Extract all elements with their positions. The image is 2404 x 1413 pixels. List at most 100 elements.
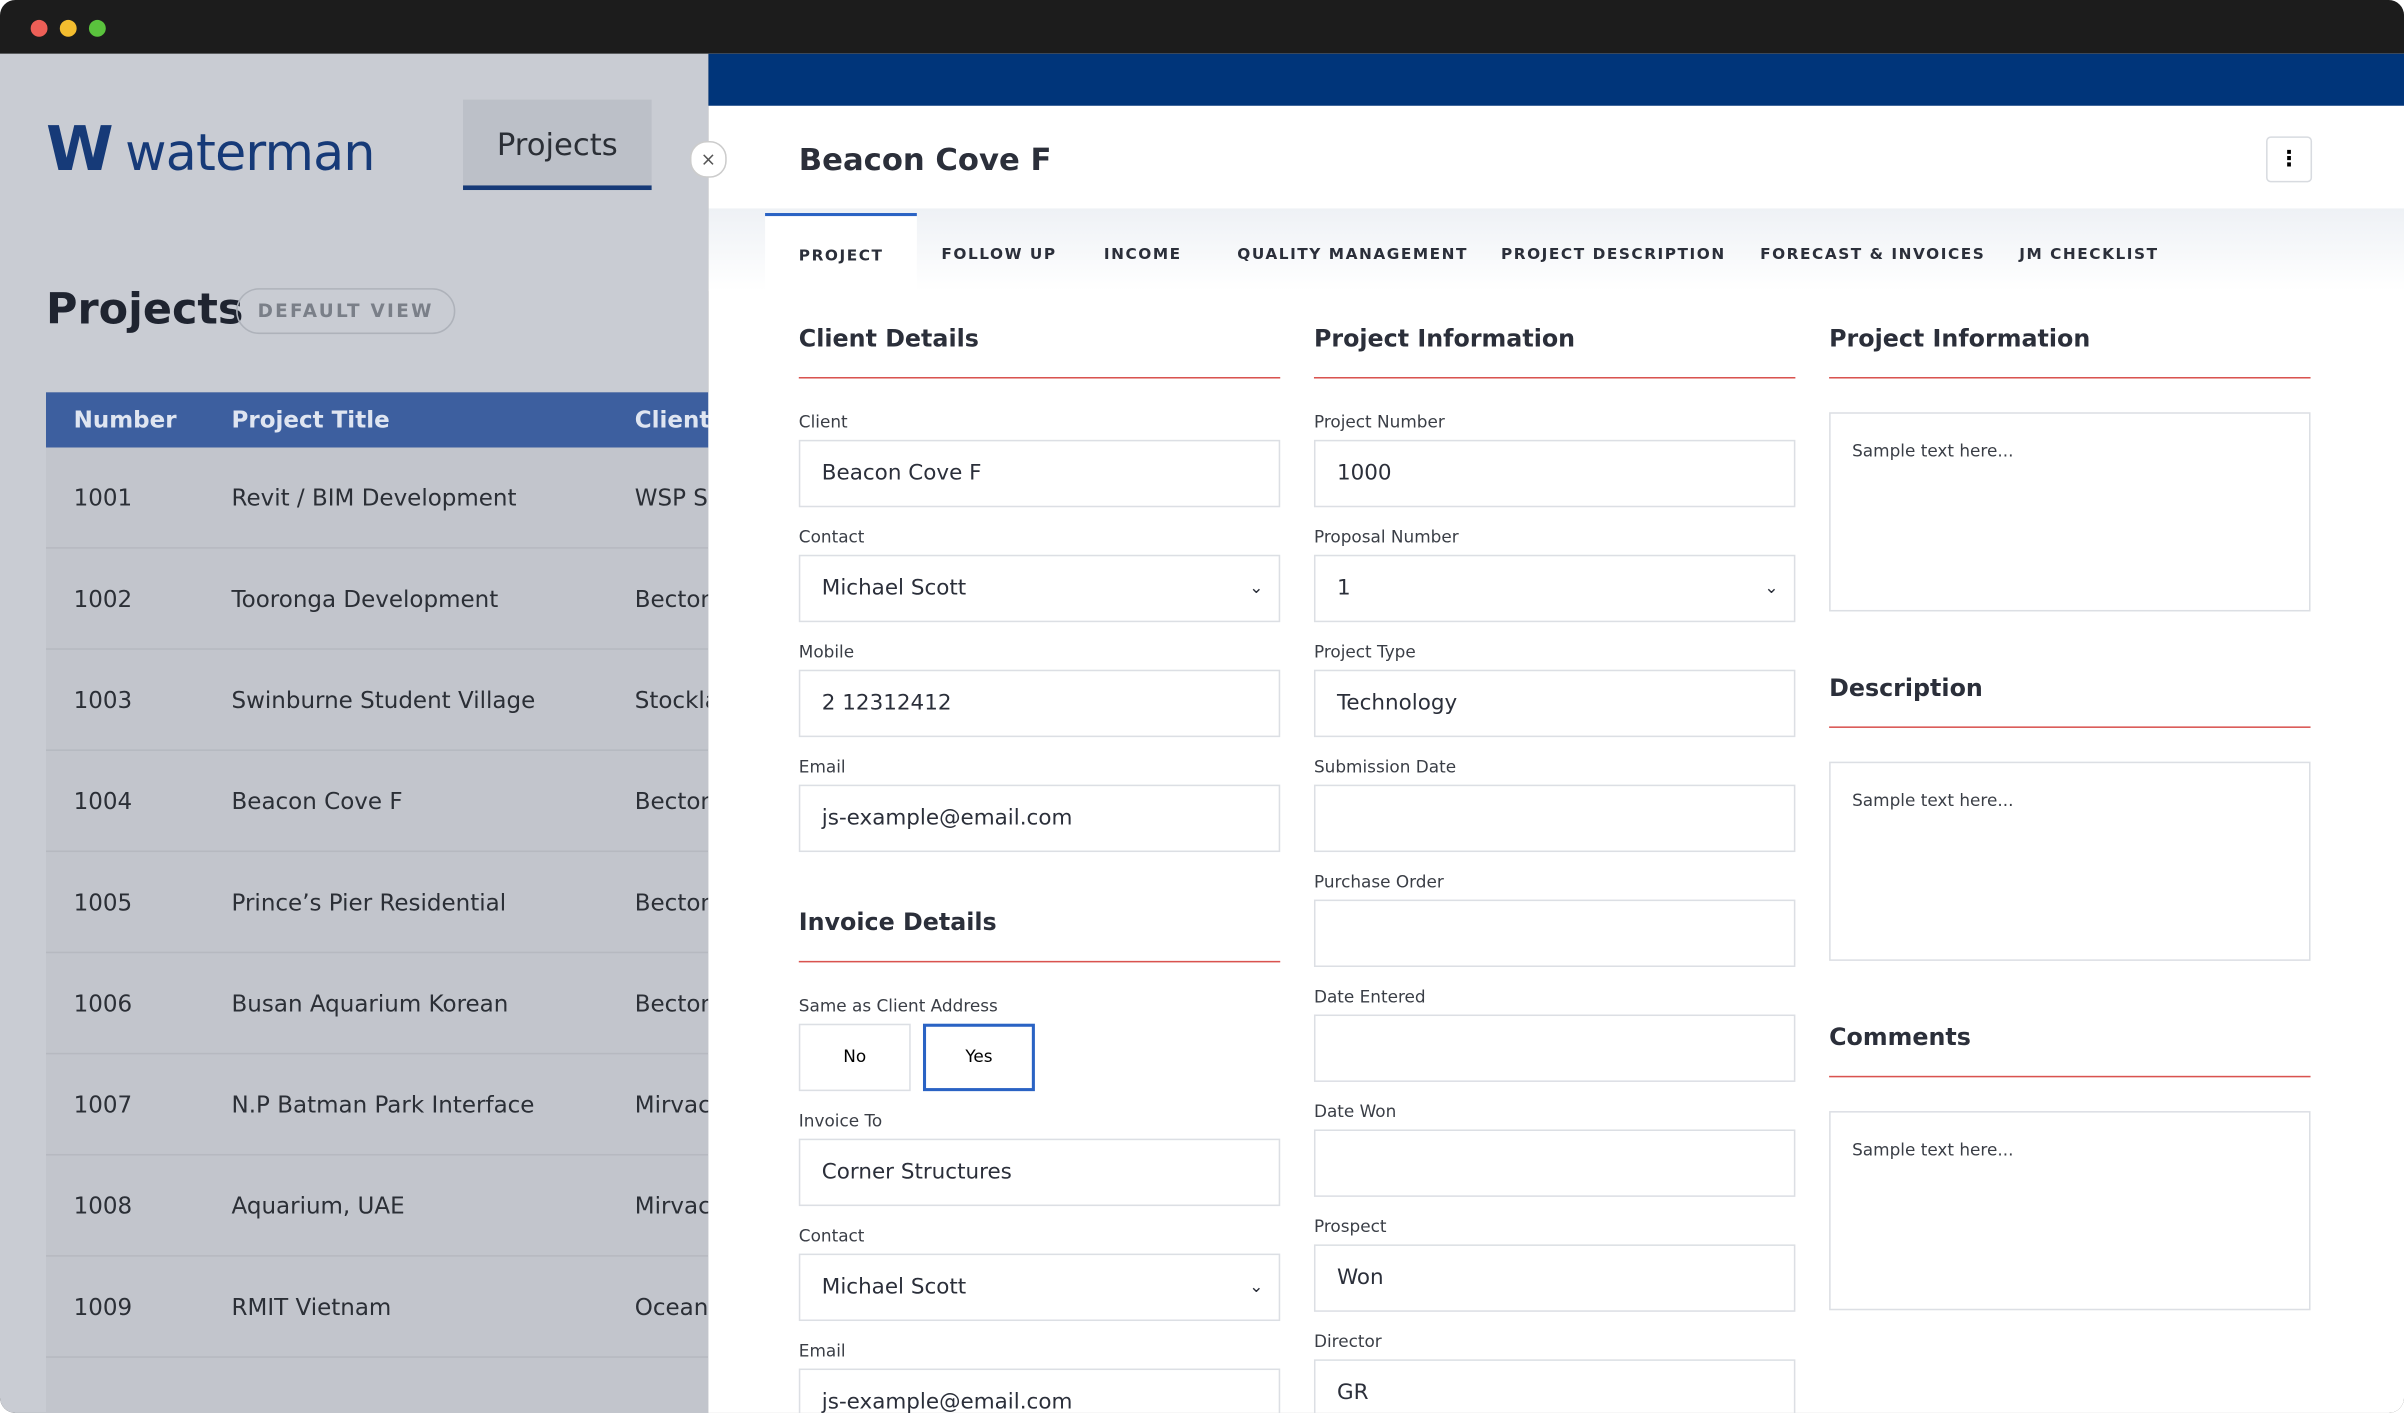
input[interactable]: 1000 (1313, 439, 1796, 508)
table-row[interactable]: 1006 Busan Aquarium Korean Becton (45, 953, 709, 1055)
table-header (45, 392, 709, 448)
table-row[interactable]: 1007 N.P Batman Park Interface Mirvac (45, 1054, 709, 1156)
field-value: 1000 (1336, 461, 1392, 486)
view-badge[interactable]: DEFAULT VIEW (236, 288, 456, 335)
field-label: Proposal Number (1313, 527, 1459, 548)
chevron: ⌄ (1764, 577, 1779, 598)
input[interactable]: js-example@email.com (798, 784, 1281, 853)
table-row[interactable]: 1004 Beacon Cove F Becton (45, 751, 709, 853)
select[interactable]: Michael Scott ⌄ (798, 554, 1281, 623)
tab[interactable]: INCOME (1103, 246, 1182, 264)
cell: Aquarium, UAE (231, 1192, 405, 1220)
field-label: Contact (798, 527, 865, 548)
column-header[interactable]: Project Title (231, 406, 390, 434)
cell: 1006 (73, 989, 133, 1018)
field-label: Client (798, 412, 848, 433)
tab[interactable]: JM CHECKLIST (2019, 246, 2159, 264)
cell: Stockla (634, 686, 709, 715)
cell: N.P Batman Park Interface (231, 1091, 535, 1119)
tab[interactable]: FOLLOW UP (941, 246, 1057, 264)
table-row[interactable]: 1001 Revit / BIM Development WSP S (45, 447, 709, 549)
section-title: Comments (1829, 1001, 2311, 1078)
toggle: No Yes (798, 1023, 1280, 1092)
field-value: Corner Structures (821, 1160, 1012, 1185)
toggle-option[interactable]: Yes (922, 1023, 1035, 1092)
cell: Becton (634, 989, 709, 1018)
tab[interactable]: FORECAST & INVOICES (1760, 246, 1986, 264)
table-row[interactable]: 1002 Tooronga Development Becton (45, 549, 709, 650)
input[interactable]: GR (1313, 1359, 1796, 1413)
menu-button[interactable]: ⋮ (2266, 136, 2313, 183)
cell: Becton (634, 888, 709, 917)
logo-text: waterman (125, 122, 375, 183)
cell: Mirvac (634, 1192, 709, 1220)
field-label: Prospect (1313, 1216, 1387, 1237)
cell: WSP S (634, 484, 708, 512)
field-value: Won (1336, 1265, 1384, 1291)
section-title: Client Details (798, 302, 1281, 379)
tabs: PROJECT FOLLOW UP INCOME QUALITY MANAGEMENT… (708, 208, 2404, 293)
cell: RMIT Vietnam (231, 1293, 392, 1322)
close-button[interactable]: × (689, 140, 727, 178)
cell: Busan Aquarium Korean (231, 989, 509, 1018)
cell: 1005 (73, 888, 133, 917)
section-title: Project Information (1313, 302, 1796, 379)
table-row[interactable]: 1003 Swinburne Student Village Stockla (45, 650, 709, 751)
textarea[interactable]: Sample text here... (1829, 412, 2311, 612)
field-label: Purchase Order (1313, 871, 1444, 892)
tab[interactable]: PROJECT DESCRIPTION (1501, 246, 1726, 264)
input[interactable]: Technology (1313, 669, 1796, 738)
table-row[interactable]: 1009 RMIT Vietnam Oceani (45, 1257, 709, 1358)
window-zoom[interactable] (88, 19, 106, 37)
section-title: Project Information (1829, 302, 2311, 379)
input[interactable] (1313, 1014, 1796, 1082)
input[interactable]: js-example@email.com (798, 1368, 1281, 1413)
textarea[interactable]: Sample text here... (1829, 1111, 2311, 1311)
column-header[interactable]: Number (73, 406, 177, 434)
select[interactable]: Michael Scott ⌄ (798, 1253, 1281, 1322)
window-close[interactable] (30, 19, 48, 37)
field-label: Contact (798, 1226, 865, 1246)
textarea[interactable]: Sample text here... (1829, 761, 2311, 961)
field-label: Mobile (798, 642, 855, 663)
toggle-option[interactable]: No (798, 1023, 911, 1092)
table-row[interactable]: 1008 Aquarium, UAE Mirvac (45, 1156, 709, 1257)
cell: Oceani (634, 1293, 709, 1322)
tab[interactable]: PROJECT (765, 213, 918, 293)
field-label: Email (798, 757, 846, 777)
field-value: GR (1336, 1380, 1369, 1406)
field-value: 1 (1336, 576, 1351, 601)
nav-tab[interactable]: Projects (463, 99, 652, 191)
input[interactable]: Corner Structures (798, 1138, 1281, 1207)
input[interactable]: Won (1313, 1244, 1796, 1312)
panel-title: Beacon Cove F (798, 140, 1052, 178)
field-value: js-example@email.com (821, 1389, 1073, 1413)
field-label: Same as Client Address (798, 996, 998, 1017)
input[interactable] (1313, 899, 1796, 968)
input[interactable] (1313, 784, 1796, 853)
cell: Swinburne Student Village (231, 686, 536, 715)
cell: 1004 (73, 787, 133, 816)
table-row[interactable]: 1005 Prince’s Pier Residential Becton (45, 852, 709, 954)
column-header[interactable]: Client (634, 406, 709, 434)
field-value: 2 12312412 (821, 691, 952, 716)
cell: Revit / BIM Development (231, 484, 517, 512)
select[interactable]: 1 ⌄ (1313, 554, 1796, 623)
cell: 1008 (73, 1192, 133, 1220)
field-label: Project Number (1313, 412, 1445, 433)
input[interactable] (1313, 1129, 1796, 1197)
field-label: Email (798, 1340, 846, 1361)
tab[interactable]: QUALITY MANAGEMENT (1237, 246, 1469, 264)
input[interactable]: Beacon Cove F (798, 439, 1281, 508)
input[interactable]: 2 12312412 (798, 669, 1281, 738)
field-label: Submission Date (1313, 757, 1457, 777)
page-title: Projects (45, 283, 244, 335)
cell: 1001 (73, 484, 133, 512)
cell: Prince’s Pier Residential (231, 888, 507, 917)
form-column: Project Information Project Number 1000 Pro… (1313, 302, 1796, 1413)
window-minimize[interactable] (59, 19, 77, 37)
field-value: js-example@email.com (821, 806, 1073, 831)
